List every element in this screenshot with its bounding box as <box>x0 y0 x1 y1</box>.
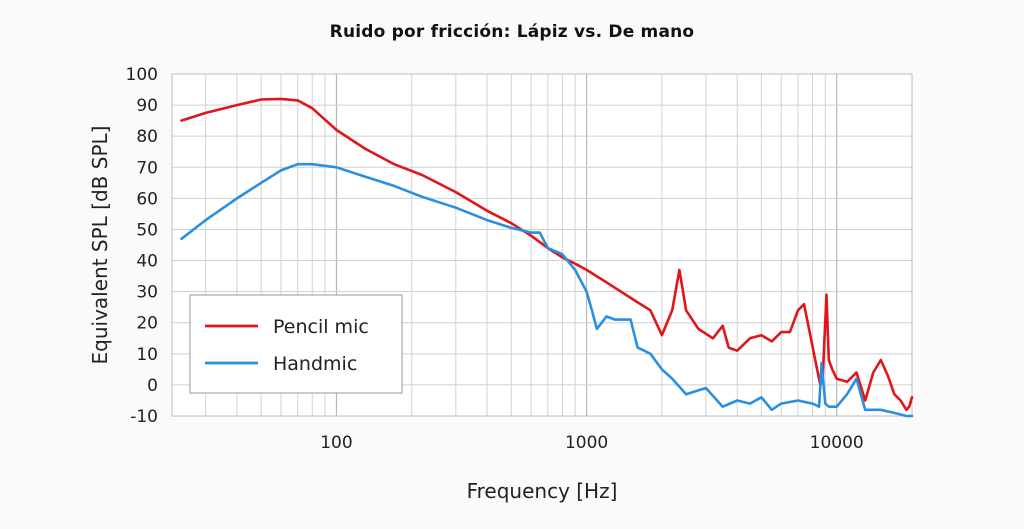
y-tick-label: 70 <box>136 158 158 178</box>
y-tick-label: 100 <box>126 65 158 85</box>
y-tick-label: 90 <box>136 96 158 116</box>
y-tick-label: 10 <box>136 345 158 365</box>
y-tick-label: 80 <box>136 127 158 147</box>
legend-label: Handmic <box>273 353 357 375</box>
y-tick-label: 0 <box>147 376 158 396</box>
y-tick-label: 40 <box>136 252 158 272</box>
plot-border <box>171 73 913 417</box>
y-tick-label: 20 <box>136 314 158 334</box>
x-tick-label: 100 <box>320 433 352 453</box>
y-tick-label: 60 <box>136 189 158 209</box>
x-tick-label: 10000 <box>810 433 864 453</box>
y-tick-label: 30 <box>136 283 158 303</box>
y-axis-label: Equivalent SPL [dB SPL] <box>88 126 112 365</box>
y-tick-label: -10 <box>130 407 158 427</box>
legend-label: Pencil mic <box>273 316 369 338</box>
chart-title: Ruido por fricción: Lápiz vs. De mano <box>329 22 695 42</box>
series-line-pencil-mic <box>180 97 914 412</box>
y-tick-label: 50 <box>136 220 158 240</box>
legend-box <box>189 294 403 394</box>
series-line-handmic <box>180 162 914 418</box>
x-tick-label: 1000 <box>565 433 608 453</box>
x-axis-label: Frequency [Hz] <box>467 479 618 503</box>
